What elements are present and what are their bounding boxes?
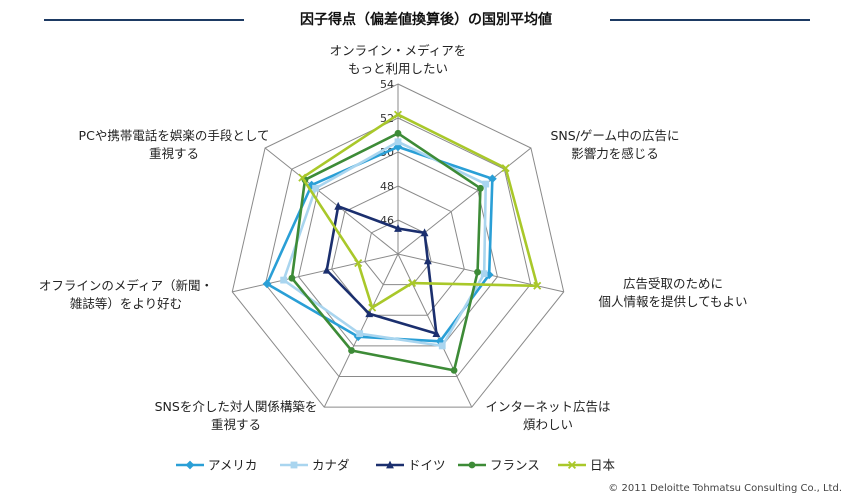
data-point <box>356 330 364 338</box>
data-point <box>393 110 403 119</box>
grid-ring-54 <box>231 83 565 408</box>
data-point <box>533 281 542 290</box>
series-line-3 <box>290 132 482 372</box>
data-point <box>334 201 343 210</box>
data-point <box>394 138 402 146</box>
chart-title: 因子得点（偏差値換算後）の国別平均値 <box>290 12 562 28</box>
data-point <box>450 367 458 374</box>
legend-label: フランス <box>490 458 540 473</box>
axis-label: インターネット広告は煩わしい <box>485 399 610 432</box>
data-point <box>407 279 417 288</box>
data-point <box>432 329 441 338</box>
r-tick-label: 52 <box>380 112 394 125</box>
r-tick-label: 54 <box>380 78 394 91</box>
grid-ring-52 <box>264 117 532 378</box>
legend-marker <box>185 460 195 470</box>
series-line-2 <box>325 205 438 335</box>
copyright: © 2011 Deloitte Tohmatsu Consulting Co.,… <box>608 483 842 494</box>
data-point <box>354 259 363 268</box>
data-point <box>298 173 307 182</box>
legend-marker <box>386 460 394 469</box>
r-tick-label: 48 <box>380 180 394 193</box>
axis-label: PCや携帯電話を娯楽の手段として重視する <box>79 128 270 161</box>
data-point <box>365 309 374 318</box>
data-point <box>368 303 377 312</box>
series-line-1 <box>282 140 488 348</box>
grid-spoke-6 <box>264 147 399 255</box>
data-point <box>487 174 497 184</box>
data-point <box>420 228 429 237</box>
grid-spoke-5 <box>232 253 399 293</box>
legend-marker <box>290 461 298 469</box>
data-point <box>262 279 272 289</box>
title-rule-left <box>44 19 244 21</box>
grid-spoke-1 <box>397 147 532 255</box>
chart-title-wrap: 因子得点（偏差値換算後）の国別平均値 <box>0 9 852 29</box>
legend-marker <box>468 461 476 469</box>
data-point <box>482 180 490 188</box>
axis-label: SNS/ゲーム中の広告に影響力を感じる <box>550 128 679 161</box>
grid-ring-48 <box>331 185 465 316</box>
data-point <box>322 265 331 274</box>
axis-label: SNSを介した対人関係構築を重視する <box>155 399 318 432</box>
legend-marker <box>567 460 577 470</box>
data-point <box>480 270 488 278</box>
data-point <box>438 342 446 350</box>
data-point <box>393 142 403 152</box>
series-line-4 <box>301 113 539 309</box>
data-point <box>288 274 296 282</box>
axis-label: オンライン・メディアをもっと利用したい <box>330 43 467 76</box>
data-point <box>348 347 355 354</box>
data-point <box>474 268 481 276</box>
data-point <box>312 184 319 192</box>
data-point <box>501 164 510 173</box>
legend-label: ドイツ <box>408 458 446 473</box>
data-point <box>394 224 402 232</box>
axis-label: オフラインのメディア（新聞・雑誌等）をより好む <box>39 278 213 311</box>
legend-label: カナダ <box>312 458 350 473</box>
title-rule-right <box>610 19 810 21</box>
legend-label: アメリカ <box>208 458 257 473</box>
data-point <box>280 276 288 284</box>
legend-label: 日本 <box>590 458 616 473</box>
data-point <box>477 184 484 192</box>
data-point <box>394 129 402 137</box>
data-point <box>423 256 432 265</box>
axis-label: 広告受取のために個人情報を提供してもよい <box>598 276 747 309</box>
